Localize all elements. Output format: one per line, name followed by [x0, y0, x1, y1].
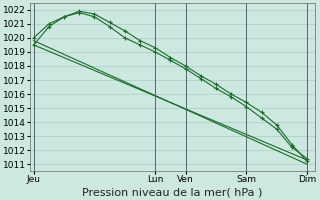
X-axis label: Pression niveau de la mer( hPa ): Pression niveau de la mer( hPa ) — [82, 187, 262, 197]
